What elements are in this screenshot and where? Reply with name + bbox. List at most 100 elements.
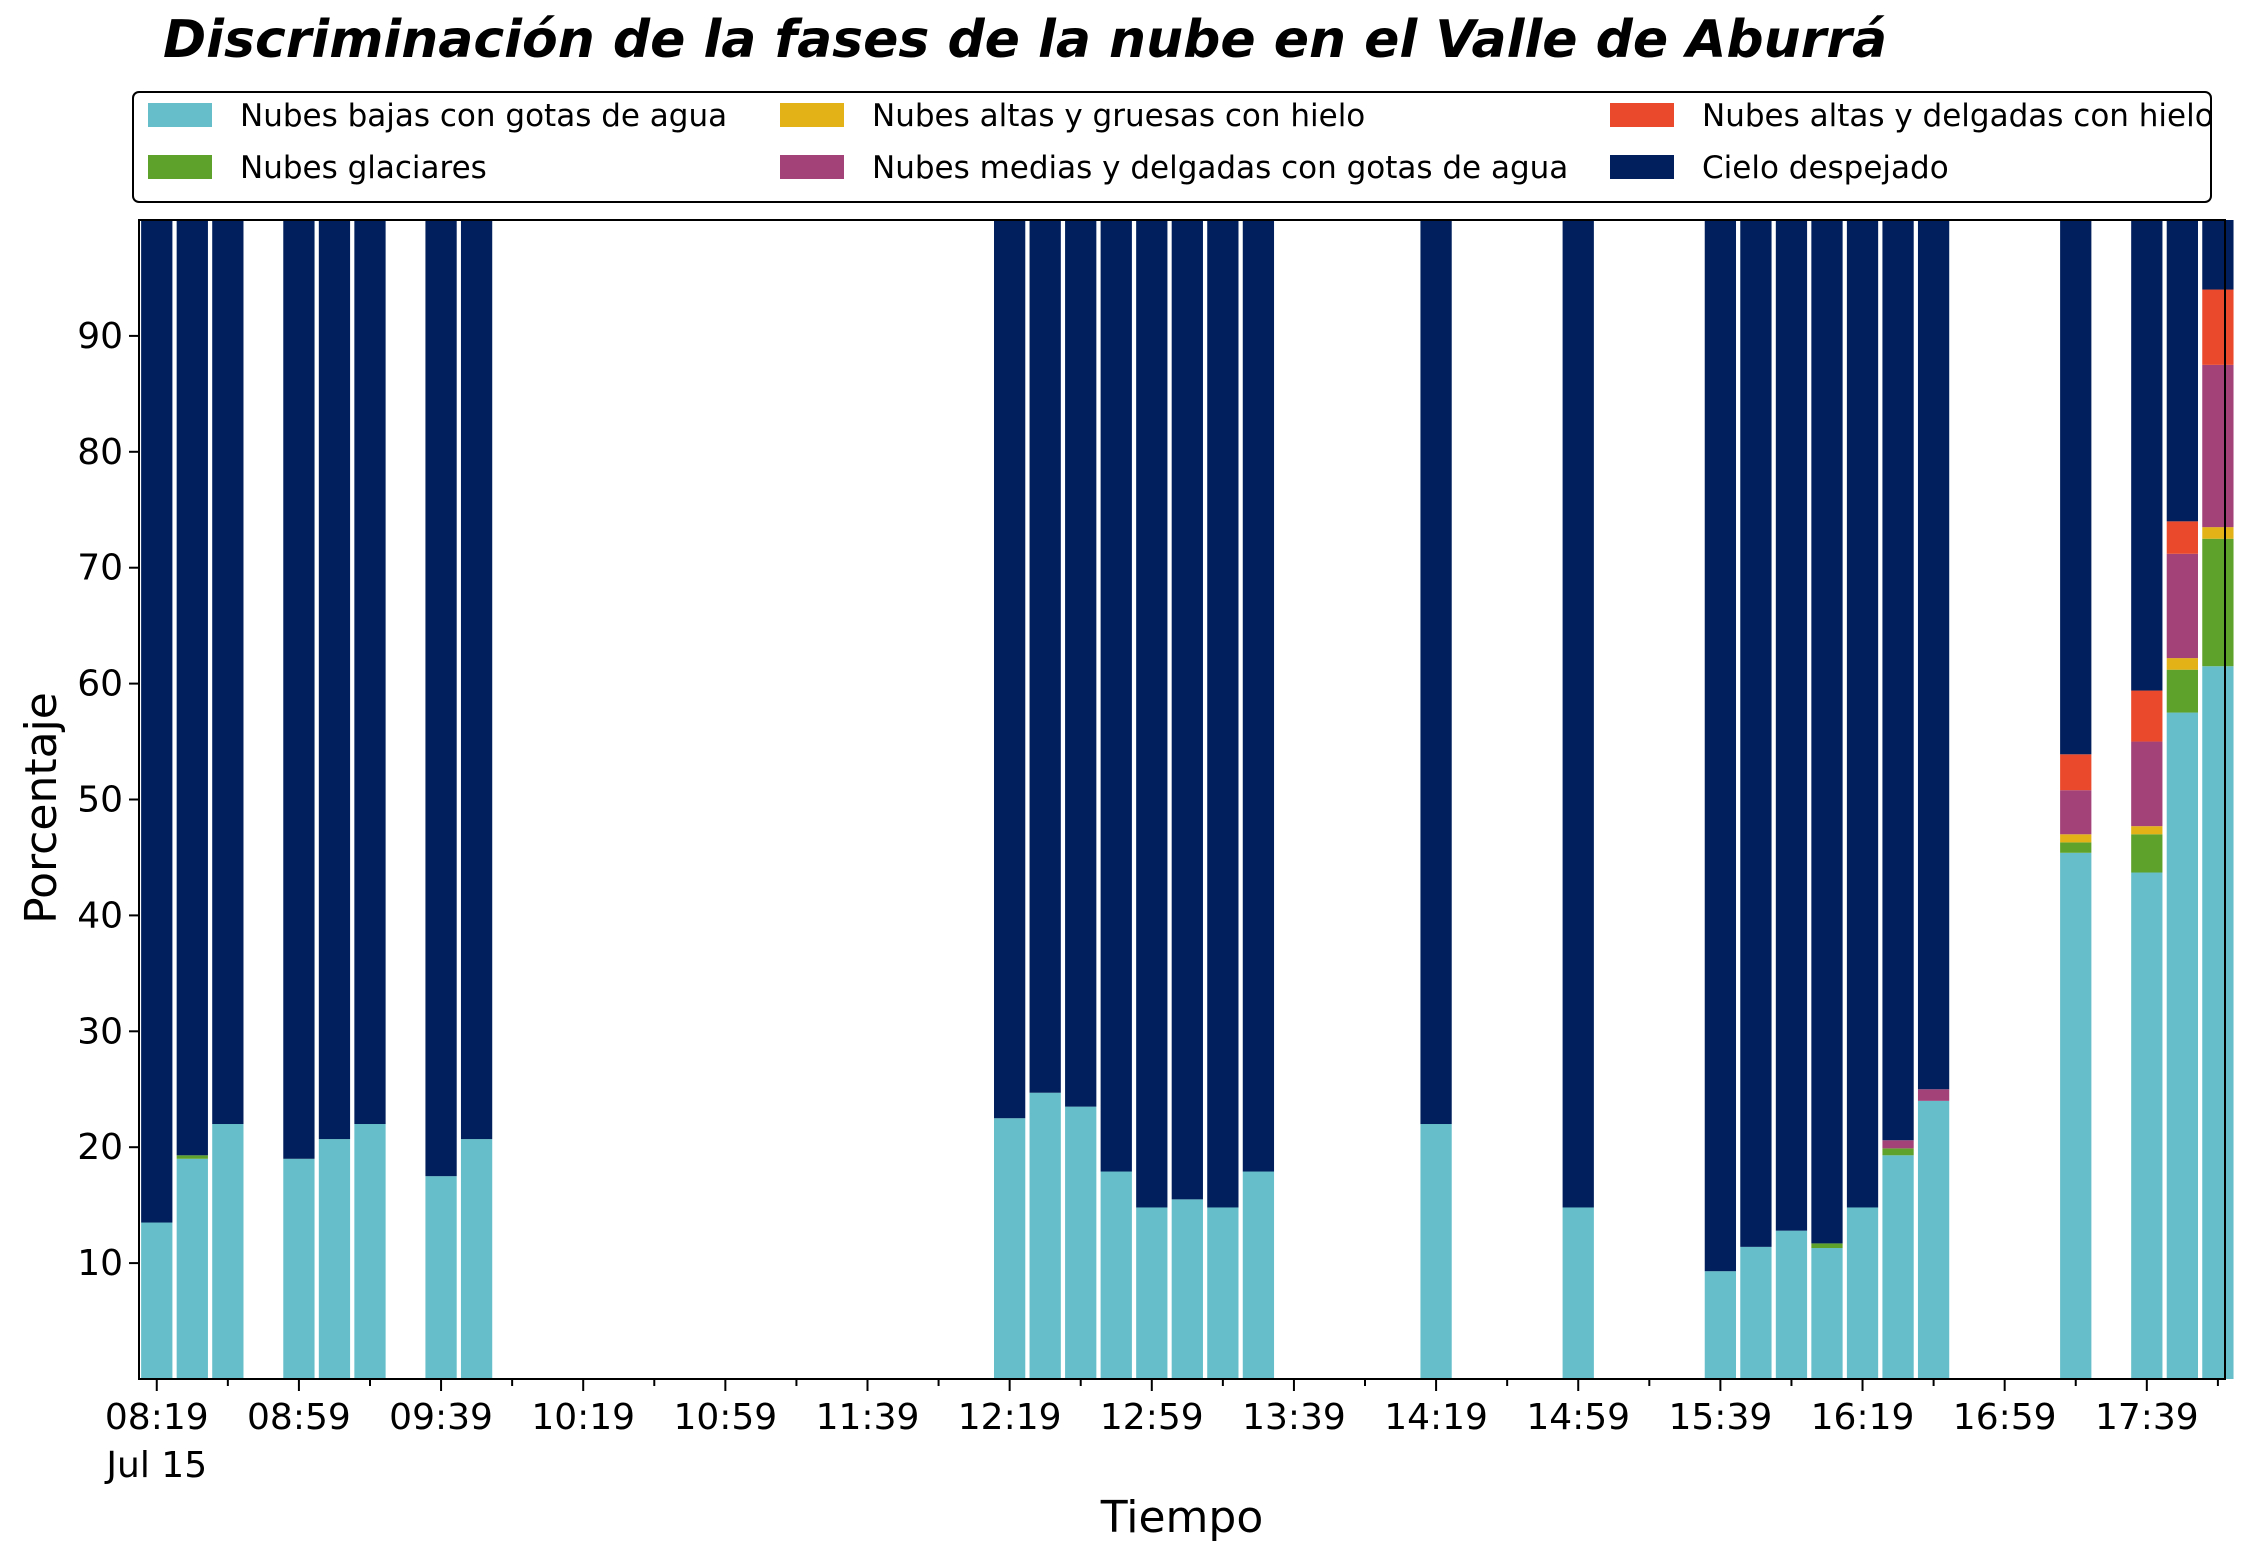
legend-swatch [780,155,844,179]
bar-segment-1 [1562,1207,1594,1379]
legend-label: Nubes medias y delgadas con gotas de agu… [872,150,1568,186]
bar-segment-6 [1882,220,1914,1141]
bar-segment-1 [2202,666,2234,1379]
legend-label: Cielo despejado [1702,150,1949,186]
bar-segment-1 [1065,1106,1097,1379]
x-tick-label: 10:19 [531,1397,635,1438]
bar-segment-6 [1065,220,1097,1107]
x-tick-label: 13:39 [1242,1397,1346,1438]
plot-area [138,219,2234,1380]
bar-segment-4 [1882,1140,1914,1149]
y-tick-label: 30 [77,1011,123,1052]
bar-segment-6 [1207,220,1239,1208]
legend-label: Nubes glaciares [240,150,487,186]
y-tick-label: 80 [77,432,123,473]
bar-segment-1 [2131,872,2163,1379]
bar-segment-6 [141,220,173,1223]
bar-segment-2 [2166,669,2198,713]
bar-segment-6 [283,220,315,1159]
bar-segment-4 [2166,553,2198,659]
x-axis: 08:19 08:59 09:39 10:19 10:59 11:39 12:19 12:59… [104,1379,2219,1486]
bar-segment-1 [1207,1207,1239,1379]
bar-segment-6 [1171,220,1203,1200]
bar-segment-2 [1882,1148,1914,1156]
bar-segment-6 [994,220,1026,1119]
bar-segment-6 [1775,220,1808,1231]
bar-segment-5 [2202,289,2234,365]
x-tick-label: 08:59 [247,1397,351,1438]
y-axis: 10 20 30 40 50 60 70 80 90 [77,316,139,1284]
y-axis-title: Porcentaje [16,692,67,924]
bar-segment-1 [1420,1124,1452,1379]
bar-segment-1 [994,1118,1026,1379]
x-date-label: Jul 15 [104,1445,207,1486]
bar-segment-1 [1917,1100,1950,1379]
y-tick-label: 60 [77,664,123,705]
x-tick-label: 14:19 [1384,1397,1488,1438]
legend-swatch [1610,155,1674,179]
y-tick-label: 70 [77,548,123,589]
legend-label: Nubes altas y gruesas con hielo [872,98,1365,134]
bar-segment-1 [1704,1271,1737,1379]
bar-segment-4 [2131,741,2163,827]
bar-segment-5 [2166,521,2198,554]
bar-segment-4 [1917,1089,1950,1101]
y-tick-label: 10 [77,1243,123,1284]
legend-swatch [148,155,212,179]
bar-segment-2 [1811,1243,1843,1249]
bar-segment-6 [1740,220,1772,1247]
bar-segment-6 [1029,220,1061,1093]
x-tick-label: 17:39 [2095,1397,2199,1438]
bar-segment-1 [283,1158,315,1379]
x-tick-label: 14:59 [1526,1397,1630,1438]
bar-segment-1 [2166,712,2198,1379]
bar-segment-1 [1775,1230,1808,1379]
x-tick-label: 16:59 [1953,1397,2057,1438]
chart-title: Discriminación de la fases de la nube en… [163,10,1887,70]
bar-segment-1 [141,1222,173,1379]
bar-segment-6 [1136,220,1168,1208]
x-tick-label: 10:59 [673,1397,777,1438]
bar-segment-6 [1704,220,1737,1272]
bar-segment-6 [354,220,386,1125]
bar-segment-5 [2131,690,2163,742]
bar-segment-4 [2202,364,2234,528]
bar-segment-3 [2131,826,2163,835]
bar-segment-6 [1846,220,1879,1208]
bar-segment-5 [2060,754,2092,791]
bar-segment-6 [425,220,457,1177]
bar-segment-1 [212,1124,244,1379]
bar-segment-1 [460,1139,493,1379]
bar-segment-6 [2060,220,2092,755]
x-tick-label: 16:19 [1811,1397,1915,1438]
bar-segment-3 [2202,527,2234,539]
legend-label: Nubes altas y delgadas con hielo [1702,98,2214,134]
legend-label: Nubes bajas con gotas de agua [240,98,727,134]
bar-segment-6 [2202,220,2234,290]
bar-segment-2 [2060,842,2092,853]
y-tick-label: 40 [77,895,123,936]
bar-segment-6 [1420,220,1452,1125]
y-tick-label: 20 [77,1127,123,1168]
bar-segment-6 [1242,220,1275,1172]
legend-swatch [148,103,212,127]
bar-segment-1 [1136,1207,1168,1379]
bar-segment-1 [318,1139,351,1379]
bar-segment-6 [176,220,208,1156]
bar-segment-4 [2060,790,2092,835]
bar-segment-1 [425,1176,457,1379]
x-tick-label: 08:19 [105,1397,209,1438]
bar-segment-1 [176,1158,208,1379]
bar-segment-3 [2060,834,2092,843]
x-tick-label: 09:39 [389,1397,493,1438]
legend-frame [132,91,2212,203]
bar-segment-6 [1811,220,1843,1244]
x-tick-label: 11:39 [816,1397,920,1438]
bar-segment-1 [1811,1248,1843,1379]
bar-segment-6 [2166,220,2198,522]
bar-segment-1 [1100,1171,1132,1379]
bar-segment-6 [1100,220,1132,1172]
bar-segment-1 [1029,1092,1061,1379]
y-tick-label: 50 [77,780,123,821]
